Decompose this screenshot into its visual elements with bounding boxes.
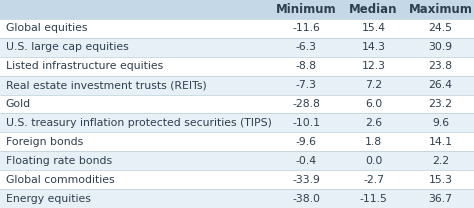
Text: U.S. treasury inflation protected securities (TIPS): U.S. treasury inflation protected securi… xyxy=(6,118,272,128)
FancyBboxPatch shape xyxy=(273,189,340,208)
Text: 15.4: 15.4 xyxy=(362,23,385,33)
Text: 12.3: 12.3 xyxy=(362,61,385,71)
FancyBboxPatch shape xyxy=(407,95,474,113)
Text: 14.1: 14.1 xyxy=(428,137,453,147)
Text: 15.3: 15.3 xyxy=(428,175,453,185)
FancyBboxPatch shape xyxy=(273,76,340,95)
FancyBboxPatch shape xyxy=(273,57,340,76)
Text: -2.7: -2.7 xyxy=(363,175,384,185)
FancyBboxPatch shape xyxy=(0,132,273,151)
Text: -10.1: -10.1 xyxy=(292,118,320,128)
Text: 7.2: 7.2 xyxy=(365,80,382,90)
Text: U.S. large cap equities: U.S. large cap equities xyxy=(6,42,128,52)
Text: -0.4: -0.4 xyxy=(296,156,317,166)
FancyBboxPatch shape xyxy=(273,95,340,113)
FancyBboxPatch shape xyxy=(407,113,474,132)
Text: -11.5: -11.5 xyxy=(360,194,387,204)
Text: -11.6: -11.6 xyxy=(292,23,320,33)
FancyBboxPatch shape xyxy=(0,95,273,113)
FancyBboxPatch shape xyxy=(407,189,474,208)
FancyBboxPatch shape xyxy=(273,170,340,189)
FancyBboxPatch shape xyxy=(340,151,407,170)
Text: 24.5: 24.5 xyxy=(428,23,453,33)
FancyBboxPatch shape xyxy=(0,0,273,19)
FancyBboxPatch shape xyxy=(0,19,273,38)
Text: 23.8: 23.8 xyxy=(428,61,453,71)
Text: Gold: Gold xyxy=(6,99,31,109)
Text: 0.0: 0.0 xyxy=(365,156,382,166)
FancyBboxPatch shape xyxy=(407,0,474,19)
FancyBboxPatch shape xyxy=(273,132,340,151)
FancyBboxPatch shape xyxy=(407,151,474,170)
FancyBboxPatch shape xyxy=(340,132,407,151)
Text: 23.2: 23.2 xyxy=(428,99,453,109)
FancyBboxPatch shape xyxy=(407,38,474,57)
FancyBboxPatch shape xyxy=(340,57,407,76)
FancyBboxPatch shape xyxy=(340,95,407,113)
FancyBboxPatch shape xyxy=(407,132,474,151)
FancyBboxPatch shape xyxy=(340,76,407,95)
FancyBboxPatch shape xyxy=(340,113,407,132)
FancyBboxPatch shape xyxy=(0,76,273,95)
FancyBboxPatch shape xyxy=(0,113,273,132)
FancyBboxPatch shape xyxy=(407,57,474,76)
Text: 9.6: 9.6 xyxy=(432,118,449,128)
Text: Minimum: Minimum xyxy=(276,3,337,16)
Text: Median: Median xyxy=(349,3,398,16)
FancyBboxPatch shape xyxy=(273,38,340,57)
FancyBboxPatch shape xyxy=(340,19,407,38)
Text: Energy equities: Energy equities xyxy=(6,194,91,204)
Text: -28.8: -28.8 xyxy=(292,99,320,109)
FancyBboxPatch shape xyxy=(340,189,407,208)
Text: 2.6: 2.6 xyxy=(365,118,382,128)
Text: Global commodities: Global commodities xyxy=(6,175,114,185)
Text: 30.9: 30.9 xyxy=(428,42,453,52)
FancyBboxPatch shape xyxy=(407,76,474,95)
Text: 2.2: 2.2 xyxy=(432,156,449,166)
Text: Maximum: Maximum xyxy=(409,3,473,16)
FancyBboxPatch shape xyxy=(0,151,273,170)
FancyBboxPatch shape xyxy=(407,19,474,38)
Text: -6.3: -6.3 xyxy=(296,42,317,52)
FancyBboxPatch shape xyxy=(273,19,340,38)
FancyBboxPatch shape xyxy=(340,170,407,189)
FancyBboxPatch shape xyxy=(273,0,340,19)
Text: -38.0: -38.0 xyxy=(292,194,320,204)
Text: Floating rate bonds: Floating rate bonds xyxy=(6,156,112,166)
FancyBboxPatch shape xyxy=(273,113,340,132)
Text: 1.8: 1.8 xyxy=(365,137,382,147)
FancyBboxPatch shape xyxy=(340,38,407,57)
Text: -7.3: -7.3 xyxy=(296,80,317,90)
FancyBboxPatch shape xyxy=(0,38,273,57)
FancyBboxPatch shape xyxy=(273,151,340,170)
Text: 6.0: 6.0 xyxy=(365,99,382,109)
Text: 14.3: 14.3 xyxy=(362,42,385,52)
FancyBboxPatch shape xyxy=(0,170,273,189)
FancyBboxPatch shape xyxy=(340,0,407,19)
FancyBboxPatch shape xyxy=(0,57,273,76)
Text: Foreign bonds: Foreign bonds xyxy=(6,137,83,147)
Text: Global equities: Global equities xyxy=(6,23,87,33)
Text: Real estate investment trusts (REITs): Real estate investment trusts (REITs) xyxy=(6,80,207,90)
FancyBboxPatch shape xyxy=(407,170,474,189)
Text: 26.4: 26.4 xyxy=(428,80,453,90)
Text: 36.7: 36.7 xyxy=(428,194,453,204)
Text: Listed infrastructure equities: Listed infrastructure equities xyxy=(6,61,163,71)
Text: -8.8: -8.8 xyxy=(296,61,317,71)
Text: -9.6: -9.6 xyxy=(296,137,317,147)
Text: -33.9: -33.9 xyxy=(292,175,320,185)
FancyBboxPatch shape xyxy=(0,189,273,208)
